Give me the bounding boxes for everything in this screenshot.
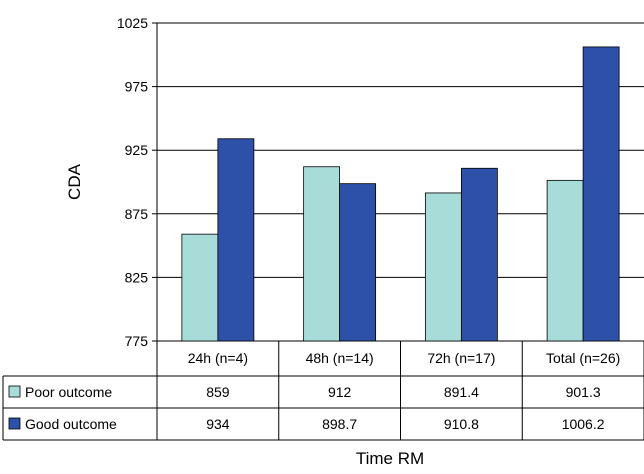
bar-poor [546,179,584,342]
table-value: 912 [328,384,352,400]
axes [152,22,158,342]
bar-good [217,138,255,342]
y-axis-label: CDA [65,163,84,200]
data-table: 24h (n=4) 48h (n=14) 72h (n=17) Total (n=26… [2,341,644,441]
table-value: 934 [206,416,230,432]
bar-good [460,167,498,342]
bar-good [339,183,377,342]
bar-poor [424,192,462,342]
y-tick-label: 825 [125,269,149,285]
category-label: 72h (n=17) [427,350,495,366]
y-tick-labels: 775 825 875 925 975 1025 [117,15,148,349]
legend-swatch [8,385,21,398]
table-value: 859 [206,384,230,400]
category-label: 48h (n=14) [306,350,374,366]
y-tick-label: 1025 [117,15,148,31]
table-value: 901.3 [566,384,601,400]
bar-poor [303,166,341,342]
y-tick-label: 925 [125,142,149,158]
series-name: Good outcome [25,416,117,432]
bar-good [582,46,620,342]
bars [181,46,620,342]
y-tick-label: 775 [125,333,149,349]
x-axis-label: Time RM [356,449,424,468]
legend-swatch [8,417,21,430]
bar-poor [181,233,219,342]
category-label: 24h (n=4) [188,350,248,366]
table-value: 891.4 [444,384,479,400]
y-tick-label: 975 [125,79,149,95]
table-value: 910.8 [444,416,479,432]
category-label: Total (n=26) [546,350,620,366]
table-value: 1006.2 [562,416,605,432]
series-name: Poor outcome [25,384,112,400]
table-value: 898.7 [322,416,357,432]
y-tick-label: 875 [125,206,149,222]
